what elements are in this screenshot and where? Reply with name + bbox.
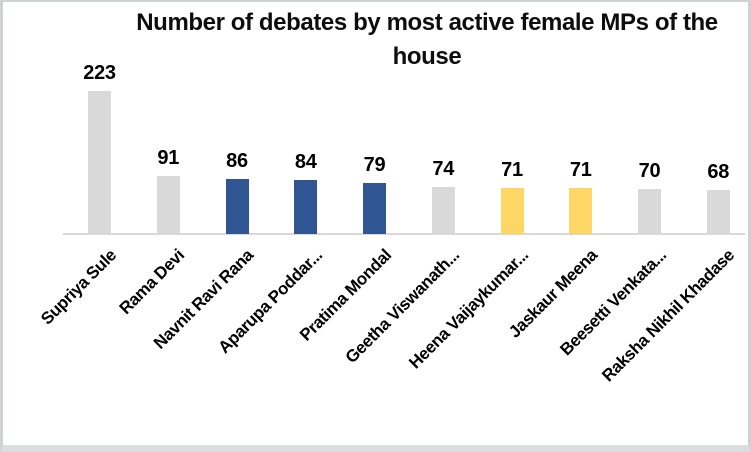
value-label: 84	[294, 151, 317, 173]
bar[interactable]	[363, 183, 386, 234]
bar[interactable]	[500, 188, 524, 234]
bar[interactable]	[88, 91, 111, 234]
bar[interactable]	[156, 176, 180, 234]
bar[interactable]	[431, 187, 455, 234]
value-label: 71	[501, 159, 523, 181]
value-label: 68	[707, 161, 730, 183]
bar[interactable]	[638, 189, 661, 234]
x-axis-line	[63, 233, 745, 235]
value-label: 91	[157, 147, 180, 169]
value-label: 86	[226, 150, 248, 172]
value-label: 71	[569, 159, 592, 181]
value-label: 223	[83, 62, 116, 84]
bar[interactable]	[225, 179, 249, 234]
chart-title: Number of debates by most active female …	[136, 9, 718, 70]
bar[interactable]	[294, 180, 318, 234]
bar[interactable]	[706, 190, 730, 234]
value-label: 70	[638, 160, 661, 182]
value-label: 74	[432, 158, 455, 180]
bar[interactable]	[569, 188, 593, 234]
value-label: 79	[363, 154, 386, 176]
